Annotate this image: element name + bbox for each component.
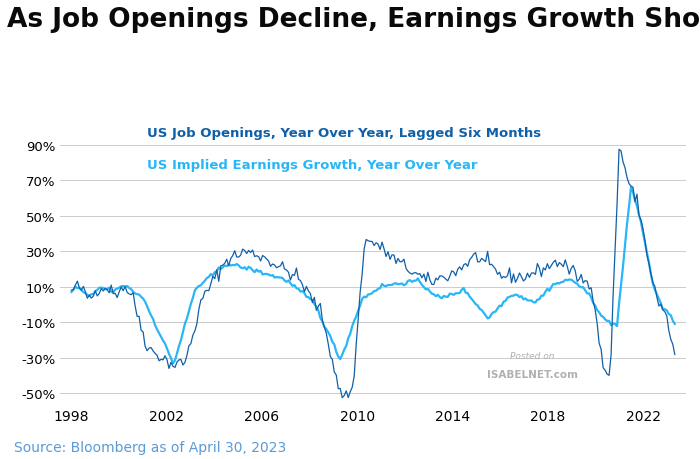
Text: Posted on: Posted on (510, 352, 555, 360)
Text: Source: Bloomberg as of April 30, 2023: Source: Bloomberg as of April 30, 2023 (14, 441, 286, 454)
Text: US Job Openings, Year Over Year, Lagged Six Months: US Job Openings, Year Over Year, Lagged … (147, 127, 541, 140)
Text: US Implied Earnings Growth, Year Over Year: US Implied Earnings Growth, Year Over Ye… (147, 159, 477, 172)
Text: ISABELNET.com: ISABELNET.com (487, 369, 578, 379)
Text: As Job Openings Decline, Earnings Growth Should Slow: As Job Openings Decline, Earnings Growth… (7, 7, 700, 33)
